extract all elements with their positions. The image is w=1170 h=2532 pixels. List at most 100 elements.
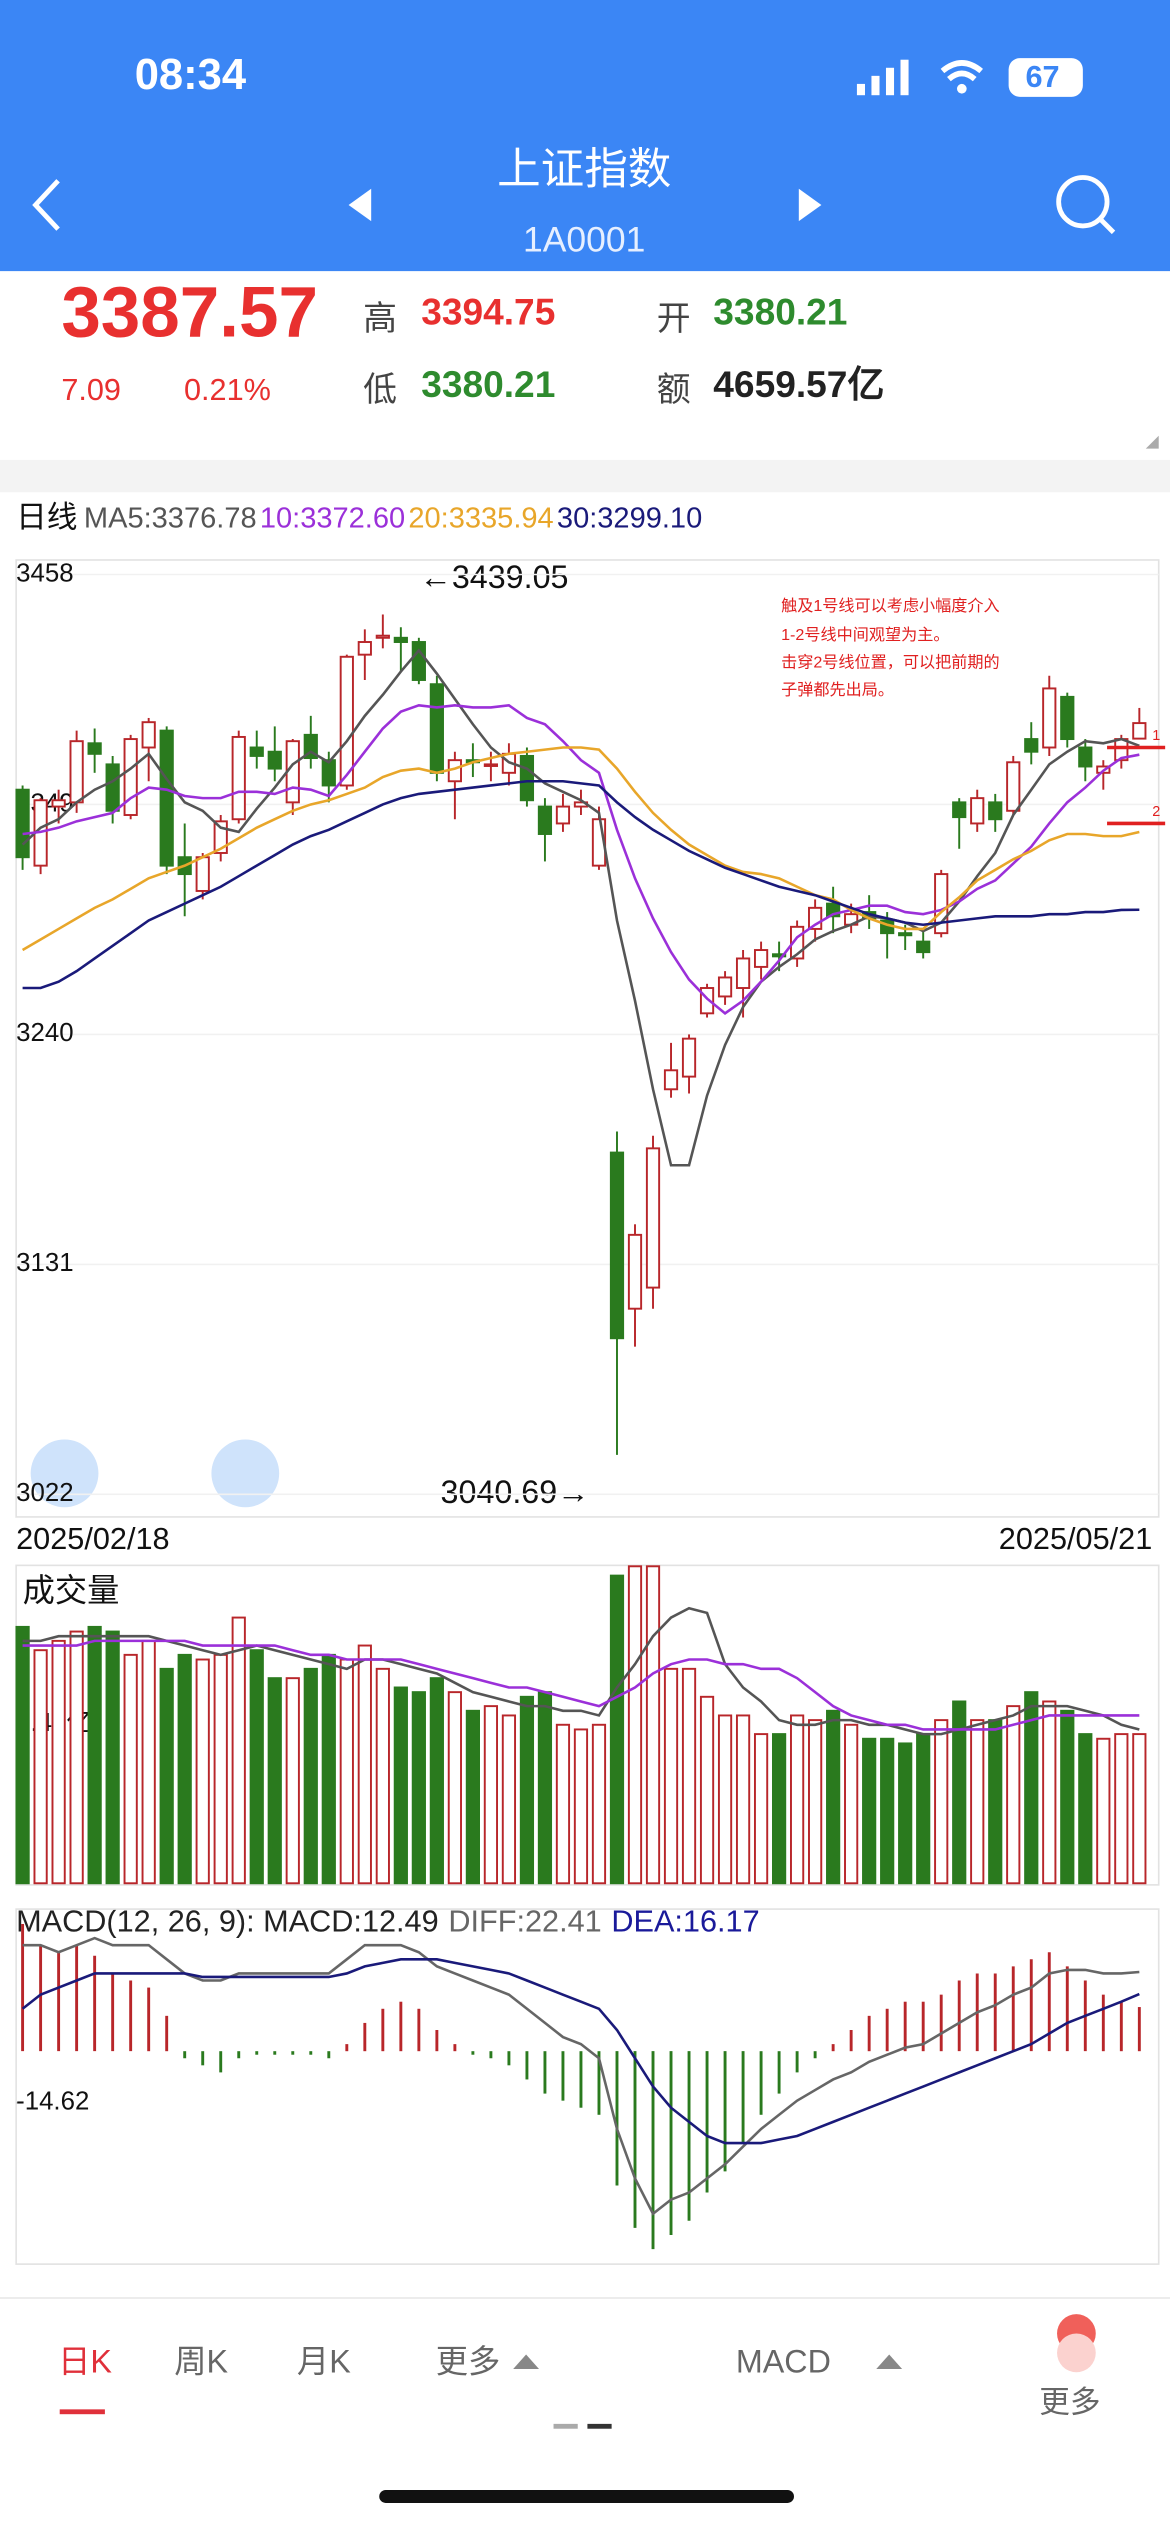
tab[interactable]: 月K: [297, 2344, 351, 2380]
candle-body: [375, 634, 390, 639]
home-indicator: [379, 2490, 794, 2503]
candle-body: [916, 940, 931, 954]
ma-line: [21, 648, 1140, 1167]
volume-bar: [771, 1733, 787, 1885]
volume-bar: [141, 1639, 156, 1885]
volume-bar: [699, 1695, 715, 1885]
candle-body: [717, 976, 733, 998]
tab[interactable]: MACD: [736, 2344, 831, 2380]
candle-body: [87, 742, 102, 755]
candle-body: [1006, 761, 1021, 812]
note-line: 1-2号线中间观望为主。: [781, 626, 949, 644]
volume-bar: [519, 1695, 535, 1885]
volume-bar: [1042, 1700, 1057, 1885]
volume-bar: [880, 1737, 895, 1885]
candle-body: [771, 953, 787, 958]
volume-bar: [573, 1728, 589, 1885]
volume-bar: [970, 1719, 985, 1885]
volume-ma-line: [22, 1606, 1140, 1736]
candle-body: [1078, 746, 1093, 768]
note-line: 击穿2号线位置，可以把前期的: [781, 654, 1000, 672]
volume-bar: [808, 1719, 823, 1885]
candle-body: [483, 763, 499, 767]
macd-label: MACD(12, 26, 9): MACD:12.49 DIFF:22.41 DEA…: [16, 1905, 760, 1939]
tab[interactable]: 更多: [436, 2344, 501, 2380]
macd-legend: DIFF:22.41: [448, 1905, 601, 1939]
candle-body: [267, 750, 282, 770]
volume-bar: [537, 1691, 553, 1885]
next-button[interactable]: [798, 188, 822, 222]
volume-bar: [591, 1723, 607, 1885]
volume-bar: [681, 1667, 697, 1885]
volume-bar: [826, 1709, 841, 1885]
open-label: 开: [657, 300, 691, 338]
volume-bar: [231, 1616, 246, 1885]
low-value: 3380.21: [421, 363, 555, 405]
expand-button[interactable]: [211, 1439, 280, 1508]
y-tick-label: 3458: [16, 559, 73, 587]
drawn-line-label: 2: [1152, 804, 1160, 820]
macd-legend: DEA:16.17: [611, 1905, 759, 1939]
high-label: 高: [363, 300, 397, 338]
dropdown-arrow: [876, 2354, 903, 2370]
volume-bar: [1006, 1705, 1021, 1885]
volume-bar: [87, 1625, 102, 1885]
tab[interactable]: 日K: [58, 2344, 112, 2380]
search-button[interactable]: [1056, 175, 1110, 229]
candle-body: [753, 949, 769, 968]
status-time: 08:34: [135, 51, 246, 99]
note-line: 触及1号线可以考虑小幅度介入: [781, 597, 1000, 615]
macd-line: [21, 1958, 1140, 2145]
volume-bar: [357, 1644, 372, 1885]
volume-bar: [609, 1574, 625, 1885]
candle-body: [105, 763, 120, 812]
volume-bar: [555, 1723, 571, 1885]
volume-bar: [321, 1653, 336, 1885]
volume-bar: [645, 1565, 661, 1885]
volume-bar: [177, 1653, 192, 1885]
corner-mark: [1145, 435, 1159, 449]
volume-bar: [663, 1667, 679, 1885]
volume-bar: [916, 1733, 931, 1885]
wifi-dot: [956, 83, 967, 94]
amount-value: 4659.57亿: [713, 363, 884, 405]
prev-button[interactable]: [348, 188, 372, 222]
back-button[interactable]: [32, 179, 60, 231]
volume-bar: [1024, 1691, 1039, 1885]
candle-body: [627, 1233, 643, 1310]
candle-body: [898, 932, 913, 937]
tab[interactable]: 更多: [1039, 2386, 1100, 2420]
volume-bar: [753, 1733, 769, 1885]
volume-bar: [952, 1700, 967, 1885]
candle-body: [952, 801, 967, 819]
volume-bar: [159, 1667, 174, 1885]
main-frame: [15, 559, 1160, 1518]
volume-bar: [934, 1719, 949, 1885]
volume-bar: [105, 1630, 120, 1885]
y-tick-label: 3131: [16, 1249, 73, 1277]
stock-name: 上证指数: [497, 146, 671, 194]
volume-bar: [447, 1691, 462, 1885]
candle-body: [357, 641, 372, 656]
volume-bar: [1096, 1737, 1111, 1885]
candle-body: [1132, 722, 1147, 740]
scroll-button[interactable]: [30, 1439, 99, 1508]
volume-bar: [33, 1649, 48, 1885]
volume-bar: [898, 1742, 913, 1885]
candle-body: [69, 740, 84, 804]
candle-body: [195, 856, 210, 892]
volume-bar: [465, 1709, 480, 1885]
volume-bar: [988, 1719, 1003, 1885]
wifi-icon: [940, 60, 983, 82]
macd-legend: MACD(12, 26, 9): MACD:12.49: [16, 1905, 439, 1939]
legend-entry: MA5:3376.78: [84, 502, 257, 534]
tab[interactable]: 周K: [174, 2344, 228, 2380]
stock-code: 1A0001: [523, 219, 645, 259]
volume-bar: [411, 1691, 426, 1885]
period-label: 日线: [16, 501, 77, 535]
candle-body: [555, 805, 571, 825]
volume-bar: [375, 1667, 390, 1885]
end-date: 2025/05/21: [999, 1522, 1152, 1556]
candle-body: [645, 1147, 661, 1289]
candle-body: [1060, 695, 1075, 741]
